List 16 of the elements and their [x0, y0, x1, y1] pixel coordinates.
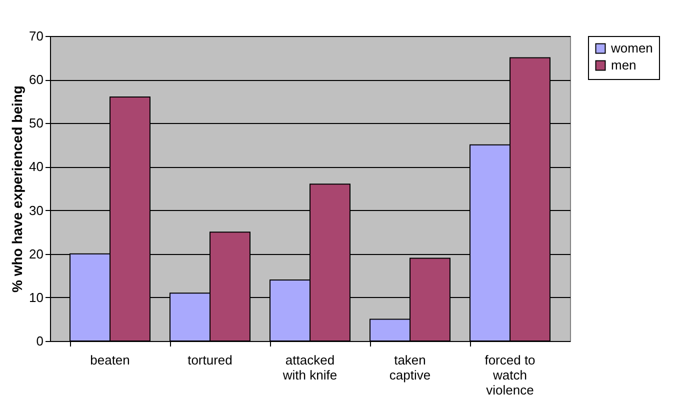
y-axis-title: % who have experienced being [9, 86, 26, 292]
y-tick-label: 30 [29, 202, 44, 218]
x-tick-label: beaten [90, 352, 130, 368]
x-tick-label: forced to watch violence [484, 352, 536, 398]
y-tick-label: 0 [36, 334, 44, 348]
x-tick-label: tortured [188, 352, 232, 368]
y-tick-label: 60 [29, 72, 44, 88]
y-tick-label: 50 [29, 116, 44, 131]
x-tick-label: attacked with knife [282, 352, 338, 382]
legend-label: women [610, 40, 653, 56]
y-tick-label: 40 [29, 159, 44, 174]
y-tick-label: 20 [29, 246, 44, 262]
y-tick-label: 10 [29, 290, 44, 305]
legend-label: men [611, 58, 636, 72]
x-tick-label: taken captive [389, 352, 431, 382]
y-tick-label: 70 [29, 28, 44, 44]
